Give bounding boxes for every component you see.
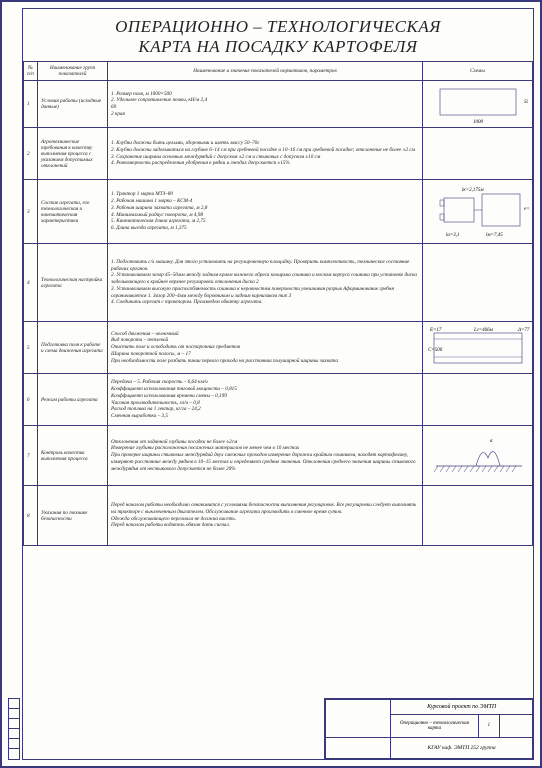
scheme-field: E=17 Lг=466м Δ=77 C=500 — [426, 325, 530, 371]
row-name: Режим работы агрегата — [38, 374, 108, 426]
title-line-1: ОПЕРАЦИОННО – ТЕХНОЛОГИЧЕСКАЯ — [23, 17, 533, 37]
doc-title: ОПЕРАЦИОННО – ТЕХНОЛОГИЧЕСКАЯ КАРТА НА П… — [23, 9, 533, 61]
svg-text:1000: 1000 — [473, 120, 484, 125]
scheme-tractor: lк=2,175м lа=3,1 lм=7,45 e=2,6 — [426, 184, 530, 240]
col-header-desc: Наименование и значение показателей норм… — [108, 62, 423, 81]
row-scheme — [423, 486, 533, 546]
title-line-2: КАРТА НА ПОСАДКУ КАРТОФЕЛЯ — [23, 37, 533, 57]
row-desc: 1. Размер поля, м 1000×500 2. Удельное с… — [108, 81, 423, 128]
svg-text:Δ=77: Δ=77 — [517, 328, 530, 333]
svg-text:lк=2,175м: lк=2,175м — [462, 188, 484, 193]
col-header-scheme: Схемы — [423, 62, 533, 81]
row-name: Указания по технике безопасности — [38, 486, 108, 546]
col-header-name: Наименование групп показателей — [38, 62, 108, 81]
row-scheme: α — [423, 426, 533, 486]
row-name: Условия работы (исходные данные) — [38, 81, 108, 128]
svg-text:lа=3,1: lа=3,1 — [446, 233, 460, 238]
row-scheme: 1000 500 — [423, 81, 533, 128]
tb-sheet: 1 — [478, 714, 500, 737]
col-header-num: № п/п — [24, 62, 38, 81]
svg-text:lм=7,45: lм=7,45 — [486, 233, 503, 238]
tb-project: Курсовой проект по ЭМТП — [391, 700, 533, 715]
table-row: 1Условия работы (исходные данные)1. Разм… — [24, 81, 533, 128]
row-number: 4 — [24, 244, 38, 322]
svg-text:Lг=466м: Lг=466м — [473, 328, 494, 333]
svg-text:C=500: C=500 — [428, 348, 443, 353]
table-row: 3Состав агрегата, его технологическая и … — [24, 180, 533, 244]
table-row: 6Режим работы агрегатаПередача – 5. Рабо… — [24, 374, 533, 426]
row-number: 2 — [24, 128, 38, 180]
row-desc: Отклонения от заданной глубины посадки н… — [108, 426, 423, 486]
row-number: 3 — [24, 180, 38, 244]
row-scheme — [423, 128, 533, 180]
row-number: 8 — [24, 486, 38, 546]
row-desc: Передача – 5. Рабочая скорость – 6,64 км… — [108, 374, 423, 426]
table-row: 5Подготовка поля к работе и схема движен… — [24, 322, 533, 374]
row-name: Подготовка поля к работе и схема движени… — [38, 322, 108, 374]
row-scheme: E=17 Lг=466м Δ=77 C=500 — [423, 322, 533, 374]
table-row: 8Указания по технике безопасностиПеред н… — [24, 486, 533, 546]
row-scheme — [423, 244, 533, 322]
row-name: Контроль качества выполнения процесса — [38, 426, 108, 486]
main-table: № п/п Наименование групп показателей Наи… — [23, 61, 533, 546]
table-row: 2Агротехнические требования к качеству в… — [24, 128, 533, 180]
row-number: 7 — [24, 426, 38, 486]
row-name: Состав агрегата, его технологическая и к… — [38, 180, 108, 244]
row-desc: 1. Трактор 1 марки МТЗ–80 2. Рабочая маш… — [108, 180, 423, 244]
row-desc: 1. Подготовить с/х машину. Для этого уст… — [108, 244, 423, 322]
row-number: 6 — [24, 374, 38, 426]
svg-text:e=2,6: e=2,6 — [524, 207, 530, 212]
row-name: Технологическая настройка агрегата — [38, 244, 108, 322]
side-mark-block — [8, 698, 20, 760]
tb-doc: Операционно – технологическая карта — [391, 714, 478, 737]
row-scheme: lк=2,175м lа=3,1 lм=7,45 e=2,6 — [423, 180, 533, 244]
title-block: Курсовой проект по ЭМТП Операционно – те… — [324, 698, 534, 760]
row-desc: Способ движения – челночный Вид поворота… — [108, 322, 423, 374]
tb-code: КГАУ каф. ЭМТП 252 группа — [391, 737, 533, 758]
row-number: 5 — [24, 322, 38, 374]
drawing-frame: ОПЕРАЦИОННО – ТЕХНОЛОГИЧЕСКАЯ КАРТА НА П… — [22, 8, 534, 760]
scheme-hatch: α — [426, 434, 530, 478]
scheme-rect: 1000 500 — [428, 83, 528, 125]
svg-text:α: α — [490, 439, 493, 444]
row-number: 1 — [24, 81, 38, 128]
row-scheme — [423, 374, 533, 426]
table-header-row: № п/п Наименование групп показателей Наи… — [24, 62, 533, 81]
row-desc: 1. Клубни должны быть целыми, здоровыми … — [108, 128, 423, 180]
svg-text:500: 500 — [524, 100, 528, 105]
row-desc: Перед началом работы необходимо ознакоми… — [108, 486, 423, 546]
svg-text:E=17: E=17 — [429, 328, 442, 333]
table-row: 7Контроль качества выполнения процессаОт… — [24, 426, 533, 486]
table-row: 4Технологическая настройка агрегата1. По… — [24, 244, 533, 322]
row-name: Агротехнические требования к качеству вы… — [38, 128, 108, 180]
